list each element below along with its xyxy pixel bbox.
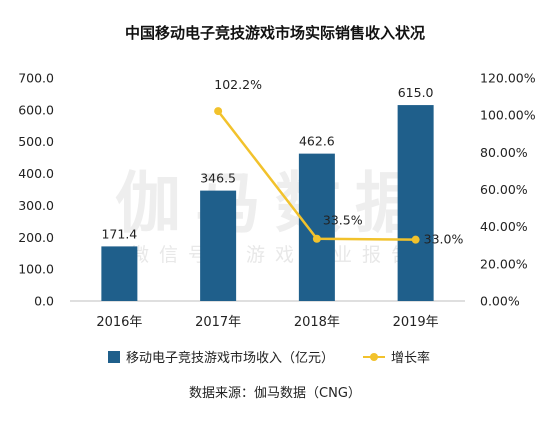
y-left-tick-label: 300.0 [18,198,54,213]
x-tick-label: 2019年 [393,315,439,330]
y-left-tick-label: 400.0 [18,166,54,181]
x-tick-label: 2017年 [195,315,241,330]
y-right-tick-label: 100.00% [480,108,536,123]
legend: 移动电子竞技游戏市场收入（亿元） 增长率 [0,344,550,366]
y-left-tick-label: 600.0 [18,102,54,117]
x-tick-label: 2018年 [294,315,340,330]
chart-title: 中国移动电子竞技游戏市场实际销售收入状况 [124,24,425,42]
legend-item-revenue: 移动电子竞技游戏市场收入（亿元） [108,347,334,366]
y-right-tick-label: 60.00% [480,182,528,197]
growth-point [411,235,420,244]
y-right-tick-label: 0.00% [480,294,520,309]
x-tick-label: 2016年 [96,315,142,330]
legend-label-growth: 增长率 [391,351,431,366]
source-note: 数据来源：伽马数据（CNG） [189,386,361,401]
growth-value-label: 33.5% [323,213,363,228]
chart-plot: 0.0 100.0 200.0 300.0 400.0 500.0 600.0 700.0 0.… [18,71,536,331]
bar-value-label: 171.4 [101,226,137,241]
y-right-tick-label: 20.00% [480,256,528,271]
legend-label-revenue: 移动电子竞技游戏市场收入（亿元） [126,351,335,366]
legend-item-growth: 增长率 [363,347,430,366]
y-right-tick-label: 80.00% [480,145,528,160]
legend-swatch-line [363,351,385,363]
y-left-tick-label: 500.0 [18,134,54,149]
growth-value-label: 102.2% [214,77,262,92]
legend-swatch-bar [108,350,120,363]
bar-value-label: 462.6 [299,134,335,149]
y-left-tick-label: 100.0 [18,262,54,277]
y-left-tick-label: 0.0 [34,294,54,309]
y-right-tick-label: 120.00% [480,71,536,86]
bar-value-label: 346.5 [200,171,236,186]
bar [101,246,138,301]
y-left-tick-label: 200.0 [18,230,54,245]
y-right-tick-label: 40.00% [480,219,528,234]
bar [298,153,335,301]
bar [200,190,237,301]
bar-value-label: 615.0 [398,85,434,100]
y-left-tick-label: 700.0 [18,71,54,86]
growth-point [214,107,223,116]
growth-point [312,234,321,243]
bar [397,105,434,301]
growth-value-label: 33.0% [424,232,464,247]
